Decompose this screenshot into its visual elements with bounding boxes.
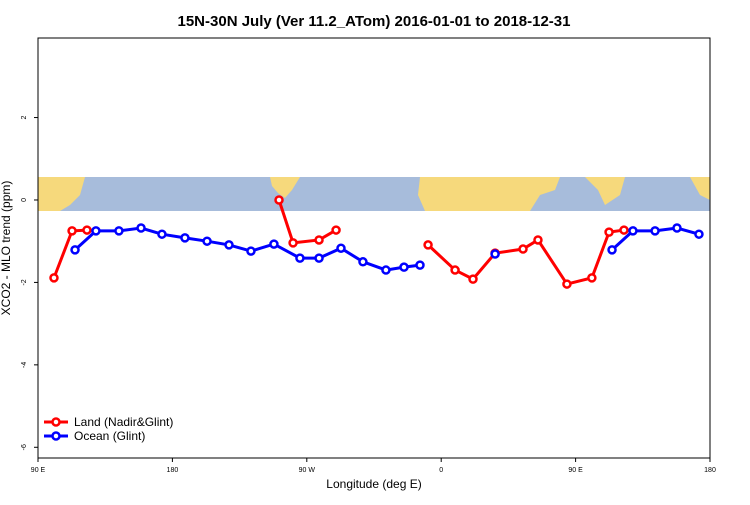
point bbox=[399, 262, 409, 272]
point bbox=[628, 226, 638, 236]
point bbox=[274, 195, 284, 205]
point bbox=[423, 240, 433, 250]
point bbox=[468, 274, 478, 284]
point bbox=[314, 235, 324, 245]
y-axis-label: XCO2 - MLO trend (ppm) bbox=[0, 181, 13, 316]
y-tick-label: 0 bbox=[21, 198, 28, 202]
point bbox=[381, 265, 391, 275]
x-tick-label: 180 bbox=[167, 467, 179, 474]
point bbox=[604, 227, 614, 237]
y-tick-label: -4 bbox=[21, 362, 28, 368]
x-tick-label: 90 W bbox=[299, 467, 316, 474]
point bbox=[331, 225, 341, 235]
point bbox=[70, 245, 80, 255]
x-tick-label: 180 bbox=[704, 467, 716, 474]
point bbox=[314, 253, 324, 263]
map-band bbox=[38, 177, 710, 211]
point bbox=[672, 223, 682, 233]
point bbox=[224, 240, 234, 250]
point bbox=[650, 226, 660, 236]
point bbox=[157, 229, 167, 239]
point bbox=[694, 229, 704, 239]
point bbox=[114, 226, 124, 236]
x-tick-label: 90 E bbox=[31, 467, 46, 474]
point bbox=[607, 245, 617, 255]
point bbox=[490, 249, 500, 259]
point bbox=[288, 238, 298, 248]
plot-frame bbox=[37, 37, 711, 459]
point bbox=[49, 273, 59, 283]
point bbox=[180, 233, 190, 243]
point bbox=[518, 244, 528, 254]
y-tick-label: 2 bbox=[21, 116, 28, 120]
x-tick-label: 0 bbox=[439, 467, 443, 474]
point bbox=[358, 257, 368, 267]
y-tick-label: -6 bbox=[21, 444, 28, 450]
point bbox=[202, 236, 212, 246]
point bbox=[450, 265, 460, 275]
chart-title: 15N-30N July (Ver 11.2_ATom) 2016-01-01 … bbox=[178, 13, 571, 30]
point bbox=[336, 243, 346, 253]
point bbox=[269, 239, 279, 249]
legend-label: Land (Nadir&Glint) bbox=[74, 415, 173, 429]
point bbox=[619, 225, 629, 235]
point bbox=[562, 279, 572, 289]
point bbox=[91, 226, 101, 236]
legend-marker bbox=[51, 431, 61, 441]
x-tick-label: 90 E bbox=[568, 467, 583, 474]
point bbox=[415, 260, 425, 270]
point bbox=[82, 225, 92, 235]
point bbox=[587, 273, 597, 283]
point bbox=[67, 226, 77, 236]
point bbox=[246, 246, 256, 256]
legend-marker bbox=[51, 417, 61, 427]
point bbox=[136, 223, 146, 233]
point bbox=[295, 253, 305, 263]
y-tick-label: -2 bbox=[21, 279, 28, 285]
point bbox=[533, 235, 543, 245]
legend-label: Ocean (Glint) bbox=[74, 429, 145, 443]
x-axis-label: Longitude (deg E) bbox=[326, 477, 421, 491]
